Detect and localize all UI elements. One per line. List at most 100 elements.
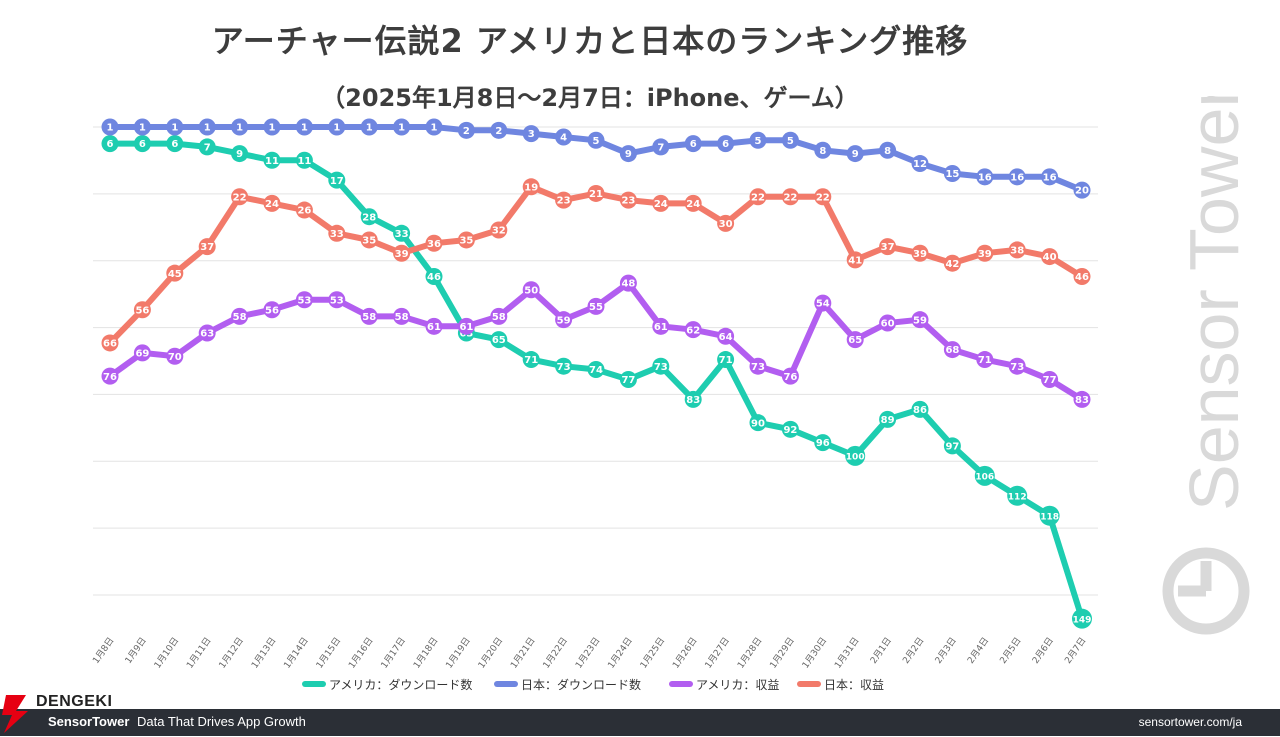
data-point [684, 321, 702, 339]
data-point [457, 317, 475, 335]
data-point [781, 367, 799, 385]
data-point [911, 244, 929, 262]
data-label: 2 [463, 126, 470, 137]
data-point [911, 155, 929, 173]
data-label: 35 [459, 236, 473, 247]
data-point [814, 141, 832, 159]
data-point [684, 135, 702, 153]
x-tick-label: 1月22日 [541, 635, 570, 670]
data-point [393, 224, 411, 242]
data-label: 39 [395, 249, 409, 260]
data-point [879, 141, 897, 159]
data-point [166, 135, 184, 153]
data-label: 5 [787, 136, 794, 147]
data-point [911, 400, 929, 418]
data-label: 4 [560, 133, 567, 144]
watermark-text: Sensor Tower [1175, 96, 1253, 511]
data-point [911, 311, 929, 329]
data-label: 37 [200, 242, 214, 253]
legend-label: アメリカ：ダウンロード数 [329, 677, 472, 692]
data-label: 46 [427, 272, 441, 283]
data-point [943, 254, 961, 272]
data-point [943, 437, 961, 455]
data-label: 73 [654, 362, 668, 373]
data-label: 70 [168, 352, 182, 363]
data-label: 61 [654, 322, 668, 333]
data-point [522, 281, 540, 299]
series-line [107, 183, 1085, 346]
data-label: 53 [297, 295, 311, 306]
dengeki-lightning-icon [2, 695, 28, 733]
data-label: 58 [492, 312, 506, 323]
data-point [198, 118, 216, 136]
data-label: 60 [881, 319, 895, 330]
data-point [425, 317, 443, 335]
data-label: 58 [395, 312, 409, 323]
data-point [133, 301, 151, 319]
data-point [1008, 241, 1026, 259]
footer-url[interactable]: sensortower.com/ja [1138, 715, 1242, 729]
data-point [814, 188, 832, 206]
data-point [133, 135, 151, 153]
data-point [490, 121, 508, 139]
data-label: 86 [913, 405, 927, 416]
data-label: 73 [557, 362, 571, 373]
data-point [879, 314, 897, 332]
data-point [328, 118, 346, 136]
data-point [198, 324, 216, 342]
data-point [166, 118, 184, 136]
data-point [328, 224, 346, 242]
data-label: 96 [816, 438, 830, 449]
data-label: 41 [848, 255, 862, 266]
data-point [1039, 505, 1060, 526]
data-label: 77 [621, 375, 635, 386]
data-label: 6 [722, 139, 729, 150]
data-point [619, 274, 637, 292]
data-point [1008, 357, 1026, 375]
x-tick-label: 1月28日 [735, 635, 764, 670]
data-label: 6 [171, 139, 178, 150]
data-label: 1 [269, 123, 276, 134]
data-label: 17 [330, 176, 344, 187]
data-label: 118 [1040, 512, 1059, 522]
data-point [425, 267, 443, 285]
x-tick-label: 1月16日 [346, 635, 375, 670]
data-point [1007, 485, 1028, 506]
data-label: 68 [945, 345, 959, 356]
data-point [490, 307, 508, 325]
data-point [587, 361, 605, 379]
data-label: 33 [330, 229, 344, 240]
data-point [328, 291, 346, 309]
data-point [684, 194, 702, 212]
data-point [231, 188, 249, 206]
x-tick-label: 2月4日 [965, 635, 991, 665]
data-point [846, 251, 864, 269]
data-label: 9 [852, 149, 859, 160]
data-point [943, 341, 961, 359]
data-point [522, 125, 540, 143]
x-tick-label: 1月14日 [282, 635, 311, 670]
data-point [619, 370, 637, 388]
data-label: 11 [265, 156, 279, 167]
data-point [846, 145, 864, 163]
data-label: 33 [395, 229, 409, 240]
data-point [749, 357, 767, 375]
data-label: 6 [139, 139, 146, 150]
data-point [101, 135, 119, 153]
data-point [814, 294, 832, 312]
data-point [490, 221, 508, 239]
data-label: 92 [783, 425, 797, 436]
data-label: 59 [557, 315, 571, 326]
data-point [490, 331, 508, 349]
data-label: 77 [1043, 375, 1057, 386]
data-label: 73 [1010, 362, 1024, 373]
chart-title: アーチャー伝説2 アメリカと日本のランキング推移 [211, 22, 969, 60]
data-label: 22 [233, 192, 247, 203]
data-point [360, 231, 378, 249]
x-tick-label: 1月30日 [800, 635, 829, 670]
data-point [231, 118, 249, 136]
legend-label: 日本：収益 [824, 678, 884, 692]
footer-bar: SensorTower Data That Drives App Growth … [0, 709, 1280, 736]
data-point [295, 291, 313, 309]
data-label: 1 [139, 123, 146, 134]
